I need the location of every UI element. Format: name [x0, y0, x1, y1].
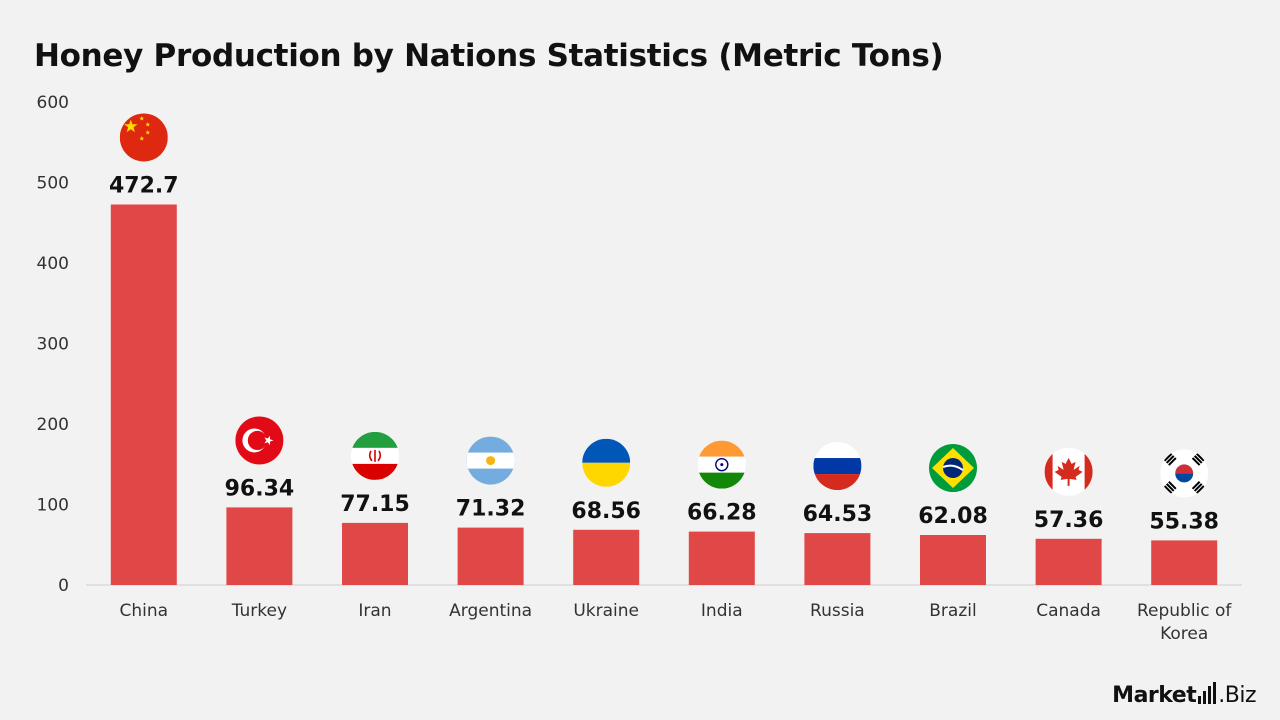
data-label: 66.28: [687, 501, 757, 526]
brand-name-light: .Biz: [1218, 683, 1256, 708]
data-label: 68.56: [571, 499, 641, 524]
data-label: 472.7: [109, 174, 179, 199]
data-label: 64.53: [803, 502, 873, 527]
bar: [920, 535, 986, 585]
data-label: 96.34: [225, 476, 295, 501]
x-tick-label: Turkey: [231, 601, 287, 621]
bar: [1151, 540, 1218, 585]
iran-flag-icon: [351, 431, 399, 480]
bar: [457, 527, 524, 585]
x-tick-label: China: [120, 601, 169, 621]
x-tick-label: Iran: [358, 601, 391, 621]
bar: [110, 204, 177, 585]
x-tick-label: Republic of Korea: [1137, 601, 1232, 644]
brand-logo: Market .Biz: [1112, 682, 1256, 708]
bar: [1035, 538, 1102, 585]
x-tick-label: Russia: [810, 601, 865, 621]
russia-flag-icon: [813, 442, 862, 491]
y-tick-label: 200: [37, 415, 69, 435]
turkey-flag-icon: [235, 416, 284, 465]
x-tick-label: Ukraine: [573, 601, 639, 621]
y-tick-label: 500: [37, 174, 69, 194]
ukraine-flag-icon: [582, 438, 631, 487]
x-tick-label: India: [701, 601, 743, 621]
y-tick-label: 100: [37, 496, 69, 516]
bar: [688, 531, 755, 585]
data-label: 71.32: [456, 497, 526, 522]
x-tick-label: Argentina: [449, 601, 532, 621]
canada-flag-icon: [1044, 447, 1093, 496]
bar: [342, 522, 408, 585]
bar: [226, 507, 293, 585]
brand-bars-icon: [1198, 682, 1217, 704]
bar: [804, 533, 871, 585]
bar: [573, 529, 640, 585]
brazil-flag-icon: [929, 444, 977, 493]
brand-name-bold: Market: [1112, 683, 1197, 708]
argentina-flag-icon: [466, 436, 515, 485]
data-label: 62.08: [918, 504, 988, 529]
south-korea-flag-icon: [1160, 449, 1209, 498]
data-label: 77.15: [340, 492, 410, 517]
y-tick-label: 300: [37, 335, 69, 355]
data-label: 55.38: [1149, 509, 1219, 534]
y-tick-label: 600: [37, 93, 69, 113]
y-tick-label: 0: [58, 576, 69, 596]
data-label: 57.36: [1034, 508, 1104, 533]
x-tick-label: Brazil: [929, 601, 976, 621]
china-flag-icon: [119, 113, 168, 162]
india-flag-icon: [697, 440, 746, 489]
chart-title: Honey Production by Nations Statistics (…: [34, 38, 944, 74]
x-tick-label: Canada: [1036, 601, 1101, 621]
y-tick-label: 400: [37, 254, 69, 274]
